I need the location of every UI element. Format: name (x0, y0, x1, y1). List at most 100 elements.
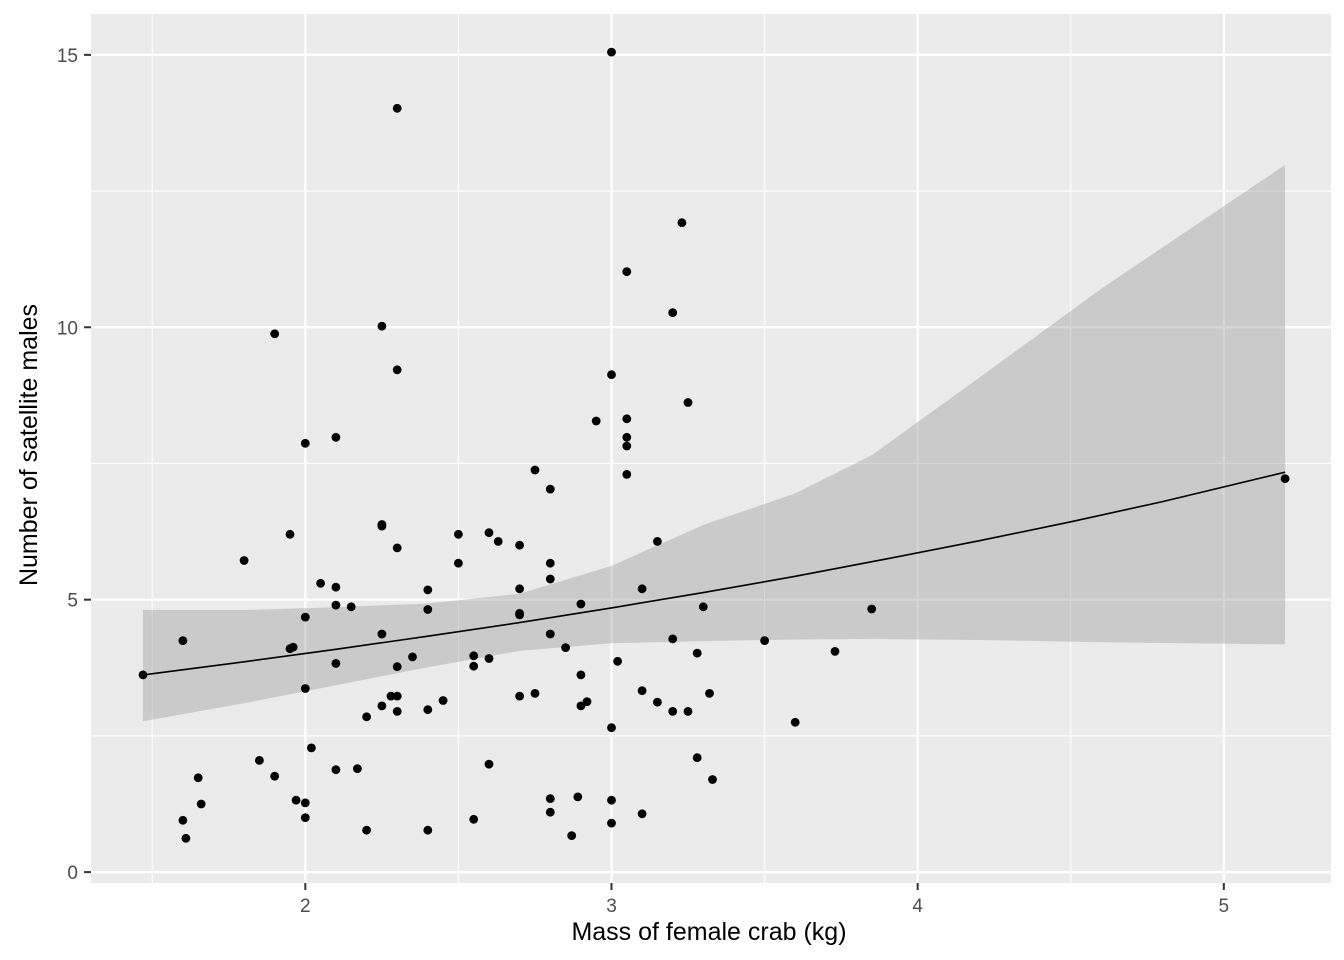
data-point (545, 807, 555, 817)
data-point (708, 775, 717, 784)
data-point (392, 365, 402, 375)
data-point (515, 584, 524, 594)
data-point (484, 528, 494, 538)
data-point (178, 636, 188, 645)
data-point (392, 707, 402, 716)
data-point (790, 717, 800, 727)
data-point (493, 537, 503, 546)
data-point (377, 321, 387, 331)
y-tick-label: 0 (67, 863, 78, 884)
y-tick-label: 5 (67, 591, 78, 612)
data-point (705, 689, 714, 698)
data-point (386, 691, 396, 701)
y-tick-label: 15 (57, 46, 78, 67)
x-axis: 2 3 4 5 (300, 883, 1229, 917)
data-point (362, 712, 371, 722)
data-point (331, 432, 341, 442)
data-point (469, 814, 479, 824)
data-point (454, 558, 463, 568)
data-point (576, 670, 586, 680)
data-point (392, 662, 402, 672)
data-point (291, 795, 301, 805)
data-point (392, 691, 402, 701)
data-point (545, 629, 555, 639)
data-point (408, 652, 417, 662)
data-point (622, 432, 632, 442)
data-point (545, 794, 555, 803)
data-point (285, 529, 295, 539)
data-point (331, 659, 341, 668)
data-point (377, 520, 387, 529)
data-point (692, 648, 702, 658)
x-tick-label: 2 (300, 896, 311, 917)
data-point (353, 764, 362, 773)
fit-line (142, 471, 1286, 676)
data-point (668, 707, 678, 716)
data-point (300, 684, 310, 693)
data-point (331, 765, 341, 775)
data-point (307, 743, 316, 753)
data-point (653, 537, 662, 546)
data-point (454, 529, 463, 539)
data-point (392, 543, 402, 553)
data-point (270, 329, 280, 339)
panel-background (91, 14, 1331, 883)
data-point (469, 661, 479, 671)
data-point (573, 792, 583, 802)
data-point (622, 414, 632, 424)
data-point (239, 556, 249, 565)
data-point (300, 798, 310, 808)
data-point (683, 398, 693, 407)
data-point (346, 602, 356, 612)
data-point (613, 656, 622, 666)
data-point (576, 701, 586, 711)
data-point (1280, 474, 1290, 484)
data-point (196, 799, 206, 809)
data-point (300, 438, 310, 448)
data-point (637, 686, 647, 696)
data-points (138, 47, 1290, 843)
data-point (423, 825, 433, 835)
data-point (530, 465, 540, 475)
data-point (181, 833, 191, 843)
confidence-band (143, 164, 1286, 722)
data-point (377, 629, 387, 639)
data-point (423, 585, 433, 595)
data-point (316, 578, 325, 588)
minor-gridlines (91, 14, 1331, 883)
data-point (530, 689, 540, 698)
data-point (377, 701, 387, 711)
data-point (622, 470, 632, 479)
data-point (637, 809, 647, 819)
data-point (567, 831, 577, 840)
data-point (867, 604, 877, 614)
data-point (692, 753, 702, 763)
data-point (469, 651, 479, 661)
data-point (138, 670, 148, 680)
major-gridlines (91, 14, 1331, 883)
data-point (607, 723, 616, 733)
data-point (607, 370, 616, 380)
y-tick-label: 10 (57, 318, 78, 339)
data-point (545, 484, 555, 494)
data-point (515, 608, 524, 618)
data-point (591, 416, 601, 426)
data-point (362, 825, 371, 835)
confidence-band-layer (143, 164, 1286, 722)
data-point (288, 642, 298, 652)
data-point (607, 47, 616, 57)
data-point (270, 771, 280, 781)
data-point (668, 308, 678, 317)
data-point (545, 558, 555, 568)
data-point (484, 759, 494, 769)
data-point (484, 654, 494, 663)
x-tick-label: 5 (1219, 896, 1230, 917)
data-point (607, 795, 616, 805)
x-tick-label: 4 (912, 896, 923, 917)
x-tick-label: 3 (606, 896, 617, 917)
data-point (300, 813, 310, 822)
data-point (331, 582, 341, 592)
data-point (300, 612, 310, 622)
data-point (515, 691, 524, 701)
